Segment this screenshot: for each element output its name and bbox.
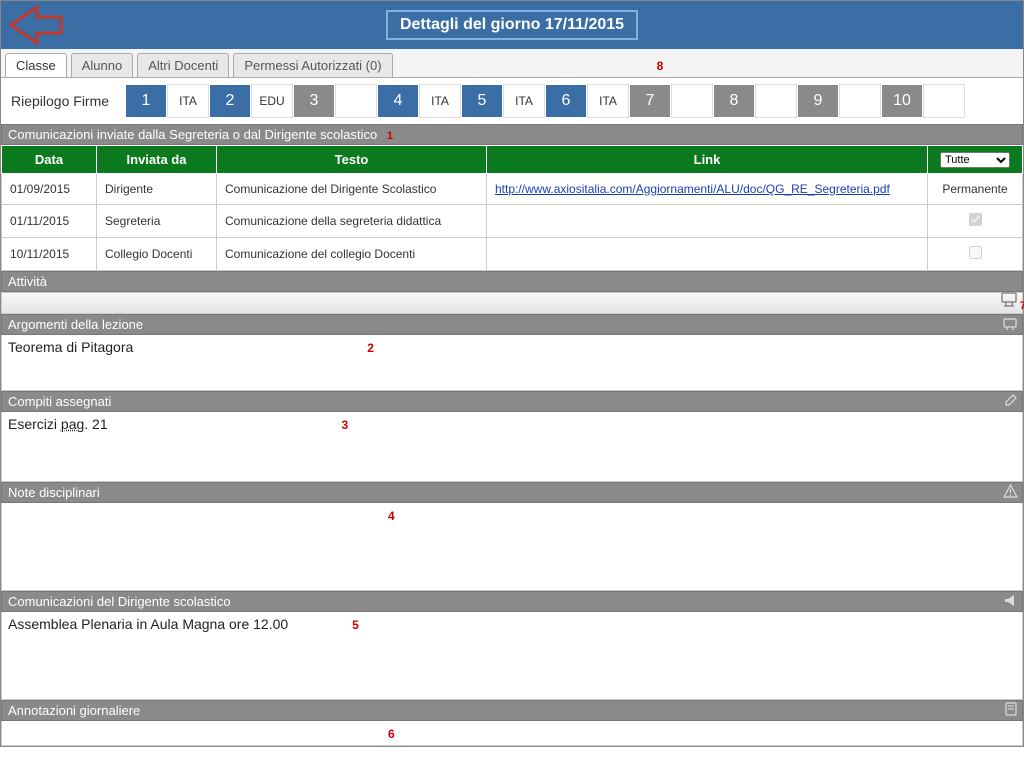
compiti-header: Compiti assegnati	[1, 391, 1023, 412]
comm-dir-header-text: Comunicazioni del Dirigente scolastico	[8, 594, 231, 609]
period-5[interactable]: 5	[461, 84, 503, 118]
period-10-label	[923, 84, 965, 118]
compiti-text-post: . 21	[84, 416, 107, 432]
tab-altri-docenti[interactable]: Altri Docenti	[137, 53, 229, 77]
cell-inviata: Collegio Docenti	[97, 238, 217, 271]
period-4[interactable]: 4	[377, 84, 419, 118]
page-title: Dettagli del giorno 17/11/2015	[386, 10, 638, 40]
tab-classe[interactable]: Classe	[5, 53, 67, 77]
annotation-2: 2	[367, 341, 374, 355]
col-data: Data	[2, 146, 97, 174]
col-filter: Tutte	[928, 146, 1023, 174]
annotation-1: 1	[387, 130, 393, 142]
cell-data: 01/11/2015	[2, 205, 97, 238]
cell-link: http://www.axiositalia.com/Aggiornamenti…	[487, 174, 928, 205]
period-6[interactable]: 6	[545, 84, 587, 118]
period-7-label	[671, 84, 713, 118]
cell-status: Permanente	[928, 174, 1023, 205]
compiti-header-text: Compiti assegnati	[8, 394, 111, 409]
table-row: 01/09/2015DirigenteComunicazione del Dir…	[2, 174, 1023, 205]
communications-header: Comunicazioni inviate dalla Segreteria o…	[1, 124, 1023, 145]
col-link: Link	[487, 146, 928, 174]
cell-data: 10/11/2015	[2, 238, 97, 271]
status-checkbox[interactable]	[969, 213, 982, 226]
argomenti-body: Teorema di Pitagora 2	[1, 335, 1023, 391]
cell-inviata: Dirigente	[97, 174, 217, 205]
riepilogo-firme-label: Riepilogo Firme	[5, 89, 125, 113]
period-8[interactable]: 8	[713, 84, 755, 118]
note-icon[interactable]	[1004, 702, 1018, 719]
compiti-text-pre: Esercizi	[8, 416, 61, 432]
cell-testo: Comunicazione della segreteria didattica	[217, 205, 487, 238]
attivita-header-text: Attività	[8, 274, 47, 289]
back-arrow-icon[interactable]	[9, 5, 63, 48]
annotation-6: 6	[388, 727, 395, 741]
status-checkbox[interactable]	[969, 246, 982, 259]
period-6-label: ITA	[587, 84, 629, 118]
cell-status	[928, 238, 1023, 271]
period-3-label	[335, 84, 377, 118]
annotazioni-header-text: Annotazioni giornaliere	[8, 703, 140, 718]
annotation-7: 7	[1020, 300, 1024, 312]
compiti-text-u: pag	[61, 416, 84, 432]
period-1-label: ITA	[167, 84, 209, 118]
cell-link	[487, 205, 928, 238]
link[interactable]: http://www.axiositalia.com/Aggiornamenti…	[495, 182, 890, 196]
communications-table: Data Inviata da Testo Link Tutte 01/09/2…	[1, 145, 1023, 271]
attivita-body: 7	[1, 292, 1023, 314]
comm-dir-body: Assemblea Plenaria in Aula Magna ore 12.…	[1, 612, 1023, 700]
cell-status	[928, 205, 1023, 238]
period-1[interactable]: 1	[125, 84, 167, 118]
cell-data: 01/09/2015	[2, 174, 97, 205]
cell-link	[487, 238, 928, 271]
annotation-4: 4	[388, 509, 395, 523]
table-row: 01/11/2015SegreteriaComunicazione della …	[2, 205, 1023, 238]
table-row: 10/11/2015Collegio DocentiComunicazione …	[2, 238, 1023, 271]
note-body: 4	[1, 503, 1023, 591]
annotation-3: 3	[342, 418, 349, 432]
attivita-header: Attività	[1, 271, 1023, 292]
comm-dir-header: Comunicazioni del Dirigente scolastico	[1, 591, 1023, 612]
note-header-text: Note disciplinari	[8, 485, 100, 500]
argomenti-header-text: Argomenti della lezione	[8, 317, 143, 332]
period-4-label: ITA	[419, 84, 461, 118]
filter-select[interactable]: Tutte	[940, 152, 1010, 168]
period-2-label: EDU	[251, 84, 293, 118]
period-8-label	[755, 84, 797, 118]
warning-icon[interactable]	[1003, 484, 1018, 502]
period-2[interactable]: 2	[209, 84, 251, 118]
period-7[interactable]: 7	[629, 84, 671, 118]
megaphone-icon[interactable]	[1003, 593, 1018, 611]
expand-icon[interactable]	[1002, 316, 1018, 335]
period-10[interactable]: 10	[881, 84, 923, 118]
periods-row: Riepilogo Firme 1ITA2EDU34ITA5ITA6ITA789…	[1, 78, 1023, 124]
argomenti-text: Teorema di Pitagora	[8, 339, 133, 355]
cell-testo: Comunicazione del collegio Docenti	[217, 238, 487, 271]
communications-header-text: Comunicazioni inviate dalla Segreteria o…	[8, 127, 377, 142]
annotation-8: 8	[657, 59, 664, 77]
tab-alunno[interactable]: Alunno	[71, 53, 133, 77]
annotation-5: 5	[352, 618, 359, 632]
tabs-row: Classe Alunno Altri Docenti Permessi Aut…	[1, 49, 1023, 78]
cell-testo: Comunicazione del Dirigente Scolastico	[217, 174, 487, 205]
cell-inviata: Segreteria	[97, 205, 217, 238]
annotazioni-body: 6	[1, 721, 1023, 746]
tab-permessi[interactable]: Permessi Autorizzati (0)	[233, 53, 392, 77]
period-9[interactable]: 9	[797, 84, 839, 118]
col-testo: Testo	[217, 146, 487, 174]
annotazioni-header: Annotazioni giornaliere	[1, 700, 1023, 721]
period-5-label: ITA	[503, 84, 545, 118]
projector-icon[interactable]	[1000, 290, 1018, 313]
period-3[interactable]: 3	[293, 84, 335, 118]
app-window: Dettagli del giorno 17/11/2015 Classe Al…	[0, 0, 1024, 747]
note-header: Note disciplinari	[1, 482, 1023, 503]
col-inviata: Inviata da	[97, 146, 217, 174]
edit-icon[interactable]	[1004, 393, 1018, 410]
argomenti-header: Argomenti della lezione	[1, 314, 1023, 335]
compiti-body: Esercizi pag. 21 3	[1, 412, 1023, 482]
period-9-label	[839, 84, 881, 118]
header-bar: Dettagli del giorno 17/11/2015	[1, 1, 1023, 49]
comm-dir-text: Assemblea Plenaria in Aula Magna ore 12.…	[8, 616, 288, 632]
